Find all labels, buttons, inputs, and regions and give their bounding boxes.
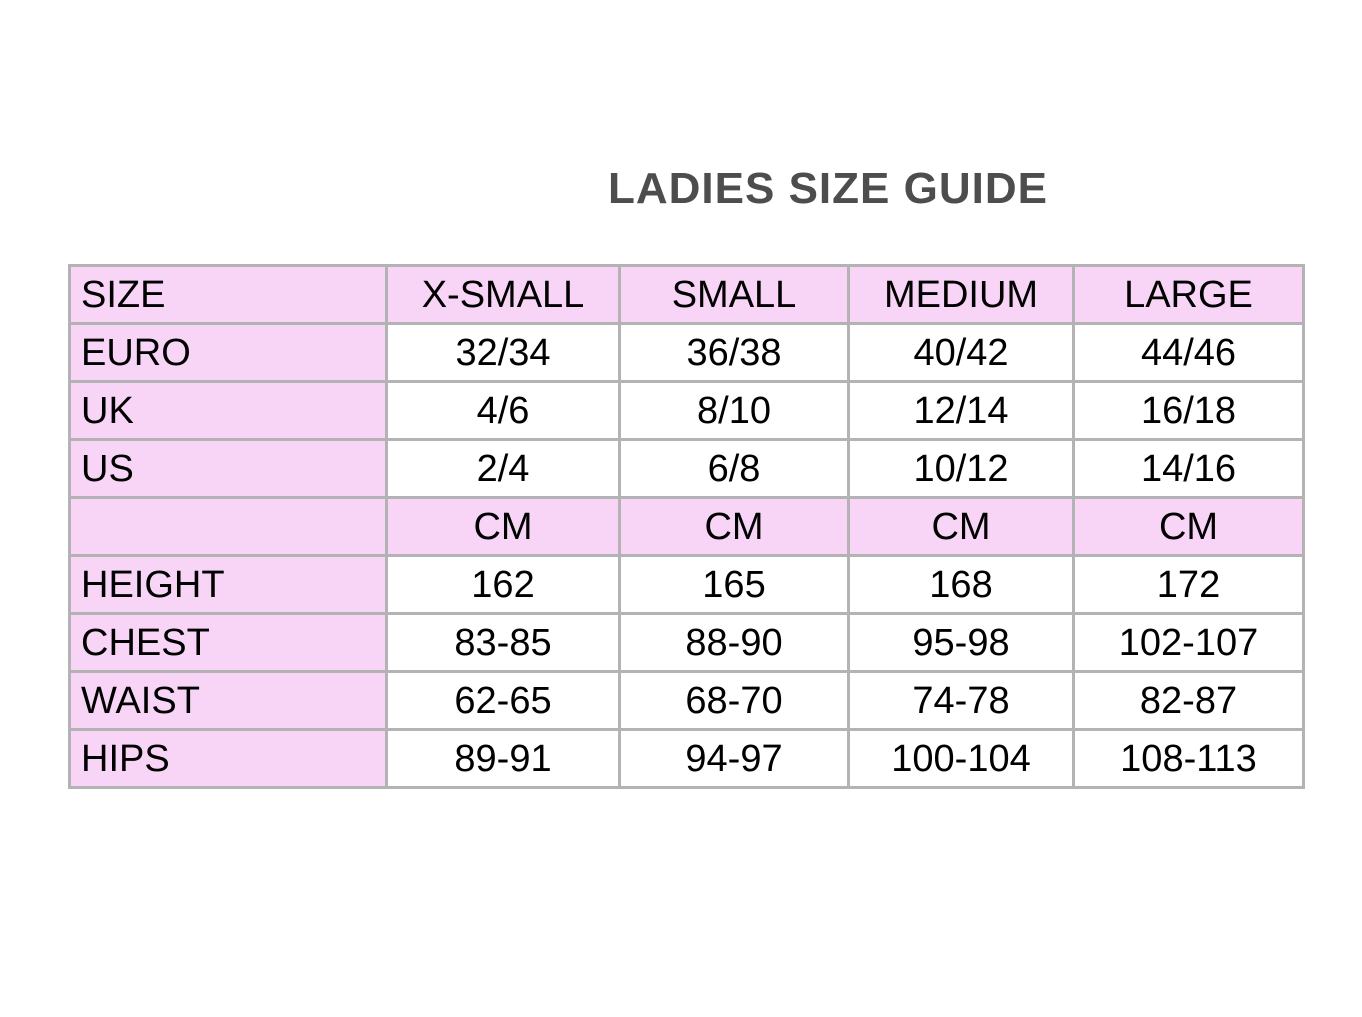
value-cell: 62-65 [385, 670, 621, 731]
ladies-size-guide-table: SIZE X-SMALL SMALL MEDIUM LARGE EURO 32/… [68, 264, 1305, 789]
value-cell: 10/12 [847, 438, 1075, 499]
value-cell: 40/42 [847, 322, 1075, 383]
value-cell: 8/10 [618, 380, 850, 441]
value-cell: 89-91 [385, 728, 621, 789]
value-cell: 36/38 [618, 322, 850, 383]
value-cell: 6/8 [618, 438, 850, 499]
table-row-height: HEIGHT 162 165 168 172 [68, 554, 1305, 615]
value-cell: 172 [1072, 554, 1305, 615]
value-cell: 44/46 [1072, 322, 1305, 383]
col-header-large: LARGE [1072, 264, 1305, 325]
col-header-medium: MEDIUM [847, 264, 1075, 325]
row-label-hips: HIPS [68, 728, 388, 789]
value-cell: 74-78 [847, 670, 1075, 731]
page-title: LADIES SIZE GUIDE [608, 164, 1048, 213]
value-cell: 168 [847, 554, 1075, 615]
table-row-waist: WAIST 62-65 68-70 74-78 82-87 [68, 670, 1305, 731]
row-label-us: US [68, 438, 388, 499]
value-cell: 88-90 [618, 612, 850, 673]
row-label-height: HEIGHT [68, 554, 388, 615]
table-row-euro: EURO 32/34 36/38 40/42 44/46 [68, 322, 1305, 383]
row-label-euro: EURO [68, 322, 388, 383]
value-cell: 108-113 [1072, 728, 1305, 789]
value-cell: 162 [385, 554, 621, 615]
table-row-uk: UK 4/6 8/10 12/14 16/18 [68, 380, 1305, 441]
row-label-uk: UK [68, 380, 388, 441]
value-cell: 4/6 [385, 380, 621, 441]
table-row-chest: CHEST 83-85 88-90 95-98 102-107 [68, 612, 1305, 673]
value-cell: 14/16 [1072, 438, 1305, 499]
value-cell: 16/18 [1072, 380, 1305, 441]
value-cell: 2/4 [385, 438, 621, 499]
table-row-hips: HIPS 89-91 94-97 100-104 108-113 [68, 728, 1305, 789]
value-cell: 95-98 [847, 612, 1075, 673]
value-cell: 82-87 [1072, 670, 1305, 731]
unit-cell: CM [1072, 496, 1305, 557]
col-header-small: SMALL [618, 264, 850, 325]
table-row-cm-units: CM CM CM CM [68, 496, 1305, 557]
value-cell: 32/34 [385, 322, 621, 383]
unit-cell: CM [385, 496, 621, 557]
row-label-chest: CHEST [68, 612, 388, 673]
value-cell: 12/14 [847, 380, 1075, 441]
col-header-size: SIZE [68, 264, 388, 325]
value-cell: 94-97 [618, 728, 850, 789]
unit-cell: CM [847, 496, 1075, 557]
empty-cell [68, 496, 388, 557]
row-label-waist: WAIST [68, 670, 388, 731]
value-cell: 83-85 [385, 612, 621, 673]
value-cell: 68-70 [618, 670, 850, 731]
unit-cell: CM [618, 496, 850, 557]
value-cell: 102-107 [1072, 612, 1305, 673]
col-header-x-small: X-SMALL [385, 264, 621, 325]
value-cell: 100-104 [847, 728, 1075, 789]
table-row-us: US 2/4 6/8 10/12 14/16 [68, 438, 1305, 499]
table-header-row: SIZE X-SMALL SMALL MEDIUM LARGE [68, 264, 1305, 325]
value-cell: 165 [618, 554, 850, 615]
